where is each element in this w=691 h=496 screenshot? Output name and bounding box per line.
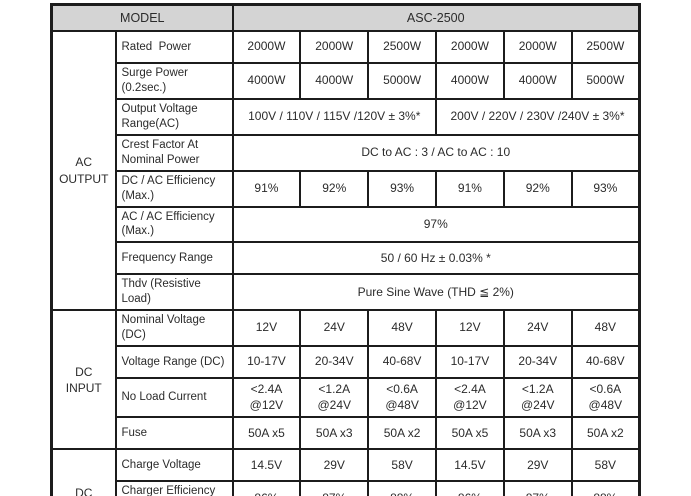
spec-value: 10-17V [435, 345, 505, 380]
spec-value: 2500W [570, 30, 641, 64]
model-header-label: MODEL [50, 3, 234, 32]
spec-value: 12V [435, 309, 505, 348]
spec-value: 20-34V [299, 345, 370, 380]
table-row: DC INPUT Nominal Voltage (DC) 12V 24V 48V 12V… [50, 309, 641, 451]
spec-value: 88% [367, 480, 437, 496]
spec-value: 48V [570, 309, 641, 348]
table-row: Fuse 50A x5 50A x3 50A x2 50A x5 50A x3 50A x2 [52, 416, 641, 451]
table-row: Output Voltage Range(AC) 100V / 110V / 11… [52, 97, 641, 136]
table-row: Voltage Range (DC) 10-17V 20-34V 40-68V 10-1… [52, 345, 641, 380]
row-label: Rated Power [114, 30, 234, 64]
spec-value: 92% [502, 169, 573, 208]
spec-value: <0.6A @48V [367, 377, 437, 419]
section-label: AC OUTPUT [50, 29, 117, 312]
row-label: Nominal Voltage (DC) [114, 309, 234, 348]
row-label: AC / AC Efficiency (Max.) [114, 205, 234, 244]
row-label: Charge Voltage [114, 448, 234, 483]
table-row: Charger Efficiency Max.86%87%88%86%87%88… [52, 480, 641, 496]
spec-value: 86% [231, 480, 302, 496]
spec-value: 87% [299, 480, 370, 496]
table-row: Thdv (Resistive Load) Pure Sine Wave (THD… [52, 273, 641, 312]
row-label: Charger Efficiency Max. [114, 480, 234, 496]
spec-value: 91% [231, 169, 302, 208]
table-row: Surge Power (0.2sec.) 4000W 4000W 5000W 4000… [52, 62, 641, 100]
spec-value: 58V [367, 448, 437, 483]
table-row: Crest Factor At Nominal Power DC to AC : … [52, 133, 641, 172]
spec-value: 50A x2 [570, 416, 641, 451]
spec-value: 5000W [570, 62, 641, 100]
spec-value: 24V [502, 309, 573, 348]
spec-value: 93% [367, 169, 437, 208]
spec-value: 86% [435, 480, 505, 496]
row-label: Crest Factor At Nominal Power [114, 133, 234, 172]
spec-value: <1.2A @24V [299, 377, 370, 419]
spec-value: 50A x2 [367, 416, 437, 451]
spec-value: 2000W [231, 30, 302, 64]
section-label: DC OUTPUT [50, 448, 117, 496]
row-label: DC / AC Efficiency (Max.) [114, 169, 234, 208]
spec-value: 40-68V [570, 345, 641, 380]
spec-value: 200V / 220V / 230V /240V ± 3%* [435, 97, 641, 136]
table-row: AC / AC Efficiency (Max.) 97% [52, 205, 641, 244]
spec-value: <2.4A @12V [435, 377, 505, 419]
spec-value: 4000W [502, 62, 573, 100]
spec-value: 2000W [502, 30, 573, 64]
spec-table-body: AC OUTPUT Rated Power 2000W 2000W 2500W 2000W… [50, 29, 641, 496]
spec-value: 4000W [231, 62, 302, 100]
spec-value: 88% [570, 480, 641, 496]
table-row: No Load Current <2.4A @12V <1.2A @24V <0.6A… [52, 377, 641, 419]
spec-value: 50A x3 [502, 416, 573, 451]
spec-value: 2000W [435, 30, 505, 64]
spec-value: 14.5V [435, 448, 505, 483]
spec-value: 4000W [299, 62, 370, 100]
spec-value: <0.6A @48V [570, 377, 641, 419]
row-label: Output Voltage Range(AC) [114, 97, 234, 136]
spec-value: 12V [231, 309, 302, 348]
spec-value: 48V [367, 309, 437, 348]
spec-table: MODEL ASC-2500 AC OUTPUT Rated Power 2000W… [50, 3, 641, 496]
row-label: Thdv (Resistive Load) [114, 273, 234, 312]
spec-value: 50A x5 [435, 416, 505, 451]
row-label: Voltage Range (DC) [114, 345, 234, 380]
spec-value: 29V [299, 448, 370, 483]
spec-value: 20-34V [502, 345, 573, 380]
spec-value: 91% [435, 169, 505, 208]
model-header-value: ASC-2500 [231, 3, 641, 32]
spec-value: 93% [570, 169, 641, 208]
spec-value: 100V / 110V / 115V /120V ± 3%* [231, 97, 438, 136]
spec-value: 87% [502, 480, 573, 496]
spec-value: <2.4A @12V [231, 377, 302, 419]
spec-value: 50A x3 [299, 416, 370, 451]
table-row: DC / AC Efficiency (Max.) 91% 92% 93% 91% 92%… [52, 169, 641, 208]
row-label: Fuse [114, 416, 234, 451]
spec-value: 24V [299, 309, 370, 348]
table-row: AC OUTPUT Rated Power 2000W 2000W 2500W 2000W… [50, 29, 641, 312]
spec-value: 10-17V [231, 345, 302, 380]
table-row: DC OUTPUTCharge Voltage14.5V29V58V14.5V2… [50, 448, 641, 496]
spec-value: DC to AC : 3 / AC to AC : 10 [231, 133, 641, 172]
spec-value: 50A x5 [231, 416, 302, 451]
spec-value: <1.2A @24V [502, 377, 573, 419]
spec-value: Pure Sine Wave (THD ≦ 2%) [231, 273, 641, 312]
spec-value: 5000W [367, 62, 437, 100]
spec-value: 97% [231, 205, 641, 244]
row-label: Surge Power (0.2sec.) [114, 62, 234, 100]
spec-value: 50 / 60 Hz ± 0.03% * [231, 241, 641, 276]
row-label: Frequency Range [114, 241, 234, 276]
spec-value: 92% [299, 169, 370, 208]
row-label: No Load Current [114, 377, 234, 419]
section-label: DC INPUT [50, 309, 117, 451]
table-row: Frequency Range 50 / 60 Hz ± 0.03% * [52, 241, 641, 276]
spec-value: 40-68V [367, 345, 437, 380]
spec-value: 58V [570, 448, 641, 483]
spec-value: 4000W [435, 62, 505, 100]
spec-value: 14.5V [231, 448, 302, 483]
header-row: MODEL ASC-2500 [50, 3, 641, 32]
spec-value: 2000W [299, 30, 370, 64]
spec-value: 29V [502, 448, 573, 483]
spec-value: 2500W [367, 30, 437, 64]
